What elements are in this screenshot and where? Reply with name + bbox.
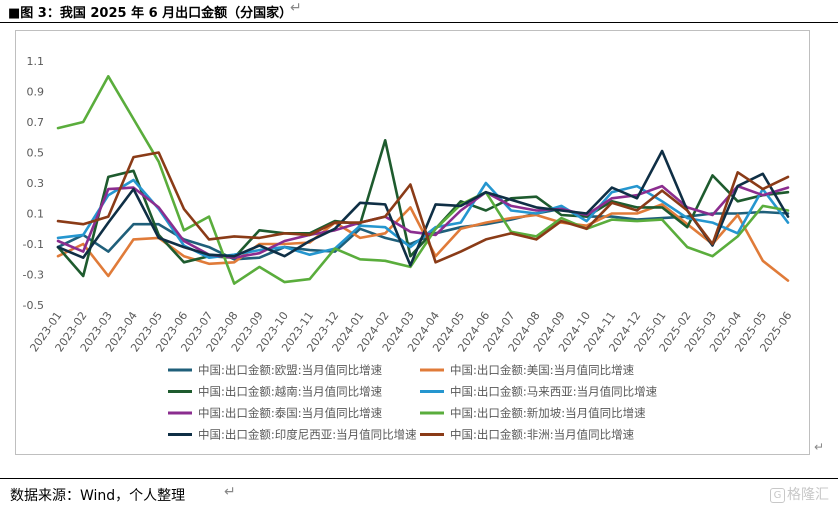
legend-label: 中国:出口金额:马来西亚:当月值同比增速 — [450, 385, 658, 399]
legend-label: 中国:出口金额:非洲:当月值同比增速 — [450, 428, 635, 442]
watermark-logo-icon: G — [770, 487, 785, 503]
y-tick-label: 0.7 — [27, 116, 45, 129]
title-rule — [0, 22, 838, 23]
side-return-mark-icon: ↵ — [814, 440, 825, 454]
legend-label: 中国:出口金额:新加坡:当月值同比增速 — [450, 406, 646, 420]
figure-title-bar: ■图 3：我国 2025 年 6 月出口金额（分国家） ↵ — [0, 0, 838, 22]
legend-label: 中国:出口金额:美国:当月值同比增速 — [450, 363, 635, 377]
figure-title: ■图 3：我国 2025 年 6 月出口金额（分国家） — [8, 6, 293, 21]
legend-label: 中国:出口金额:印度尼西亚:当月值同比增速 — [198, 428, 417, 442]
y-tick-label: 0.1 — [27, 208, 45, 221]
y-tick-label: 0.5 — [27, 147, 45, 160]
source-return-mark-icon: ↵ — [224, 484, 236, 500]
legend-label: 中国:出口金额:泰国:当月值同比增速 — [198, 406, 383, 420]
chart-frame — [15, 30, 810, 455]
y-tick-label: -0.3 — [23, 269, 44, 282]
y-tick-label: 0.9 — [27, 86, 45, 99]
return-mark-icon: ↵ — [290, 0, 302, 16]
watermark: G 格隆汇 — [770, 484, 829, 504]
y-tick-label: -0.5 — [23, 299, 44, 312]
watermark-text: 格隆汇 — [787, 487, 829, 503]
line-chart: -0.5-0.3-0.10.10.30.50.70.91.12023-01202… — [23, 55, 795, 442]
y-tick-label: 1.1 — [27, 55, 45, 68]
legend-label: 中国:出口金额:越南:当月值同比增速 — [198, 385, 383, 399]
y-tick-label: 0.3 — [27, 177, 45, 190]
legend-label: 中国:出口金额:欧盟:当月值同比增速 — [198, 363, 383, 377]
series-line-7 — [56, 149, 790, 267]
series-line-8 — [56, 151, 790, 264]
series-line-6 — [56, 75, 790, 285]
series-line-3 — [56, 139, 790, 278]
y-tick-label: -0.1 — [23, 238, 44, 251]
bottom-rule — [0, 478, 838, 479]
data-source: 数据来源：Wind，个人整理 — [10, 488, 186, 504]
